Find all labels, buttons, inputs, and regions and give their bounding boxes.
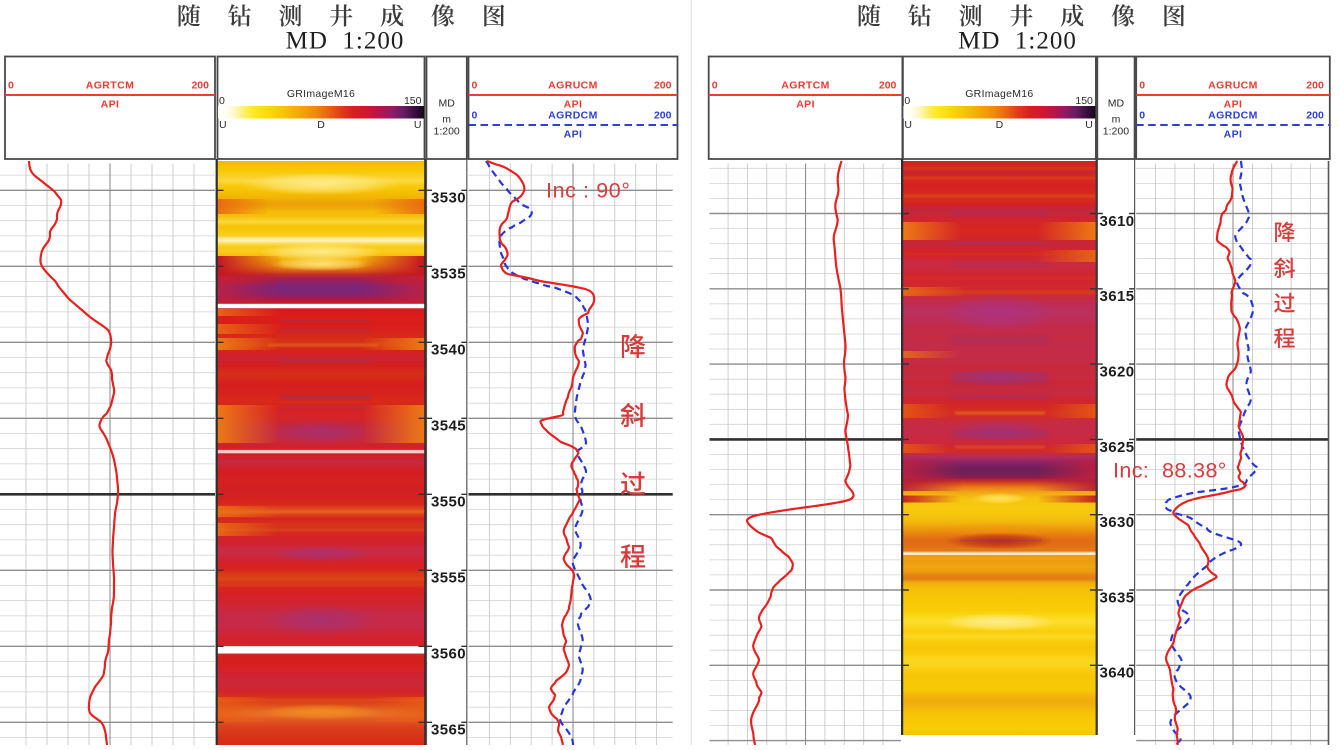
svg-text:3545: 3545	[431, 418, 466, 435]
svg-text:Inc: 88.38°: Inc: 88.38°	[1113, 459, 1227, 483]
svg-text:3630: 3630	[1100, 514, 1135, 531]
svg-text:AGRDCM: AGRDCM	[548, 110, 598, 122]
svg-text:1:200: 1:200	[1103, 126, 1129, 138]
svg-text:150: 150	[404, 95, 422, 107]
svg-text:3640: 3640	[1100, 665, 1135, 682]
svg-text:AGRUCM: AGRUCM	[1208, 80, 1258, 92]
svg-text:0: 0	[1139, 80, 1145, 92]
svg-text:0: 0	[8, 80, 14, 92]
svg-text:AGRDCM: AGRDCM	[1208, 110, 1258, 122]
svg-text:D: D	[996, 119, 1004, 131]
svg-text:200: 200	[1306, 80, 1324, 92]
svg-text:200: 200	[1306, 110, 1324, 122]
svg-text:200: 200	[191, 80, 209, 92]
svg-text:GRImageM16: GRImageM16	[287, 88, 355, 100]
svg-text:MD: MD	[1108, 97, 1125, 109]
svg-text:0: 0	[219, 95, 225, 107]
svg-text:3610: 3610	[1100, 213, 1135, 230]
svg-text:3625: 3625	[1100, 439, 1135, 456]
svg-text:3540: 3540	[431, 342, 466, 359]
svg-text:API: API	[564, 98, 583, 110]
svg-text:API: API	[564, 129, 583, 141]
svg-text:150: 150	[1075, 95, 1093, 107]
svg-text:0: 0	[712, 80, 718, 92]
svg-text:m: m	[1112, 114, 1121, 126]
svg-text:U: U	[219, 119, 227, 131]
svg-text:0: 0	[1139, 110, 1145, 122]
svg-text:API: API	[1224, 129, 1243, 141]
svg-text:AGRTCM: AGRTCM	[86, 80, 134, 92]
svg-text:D: D	[317, 119, 325, 131]
svg-text:1:200: 1:200	[434, 126, 460, 138]
svg-text:MD 1:200: MD 1:200	[286, 28, 405, 55]
svg-text:3565: 3565	[431, 722, 466, 739]
svg-text:AGRUCM: AGRUCM	[548, 80, 598, 92]
svg-text:U: U	[414, 119, 422, 131]
svg-text:3555: 3555	[431, 570, 466, 587]
svg-text:3530: 3530	[431, 190, 466, 207]
svg-text:m: m	[442, 114, 451, 126]
svg-text:MD 1:200: MD 1:200	[958, 28, 1077, 55]
svg-text:AGRTCM: AGRTCM	[781, 80, 829, 92]
svg-text:200: 200	[654, 110, 672, 122]
svg-text:3615: 3615	[1100, 288, 1135, 305]
svg-text:GRImageM16: GRImageM16	[965, 88, 1033, 100]
svg-text:API: API	[796, 98, 815, 110]
svg-text:200: 200	[879, 80, 897, 92]
svg-text:MD: MD	[438, 97, 455, 109]
svg-text:3535: 3535	[431, 266, 466, 283]
svg-text:U: U	[904, 119, 912, 131]
svg-text:0: 0	[904, 95, 910, 107]
svg-text:API: API	[101, 98, 120, 110]
svg-text:3620: 3620	[1100, 364, 1135, 381]
svg-text:3560: 3560	[431, 646, 466, 663]
svg-text:3635: 3635	[1100, 589, 1135, 606]
svg-text:0: 0	[472, 110, 478, 122]
svg-text:0: 0	[472, 80, 478, 92]
svg-text:200: 200	[654, 80, 672, 92]
svg-text:Inc : 90°: Inc : 90°	[546, 179, 631, 203]
svg-text:API: API	[1224, 98, 1243, 110]
svg-text:3550: 3550	[431, 494, 466, 511]
svg-text:U: U	[1085, 119, 1093, 131]
